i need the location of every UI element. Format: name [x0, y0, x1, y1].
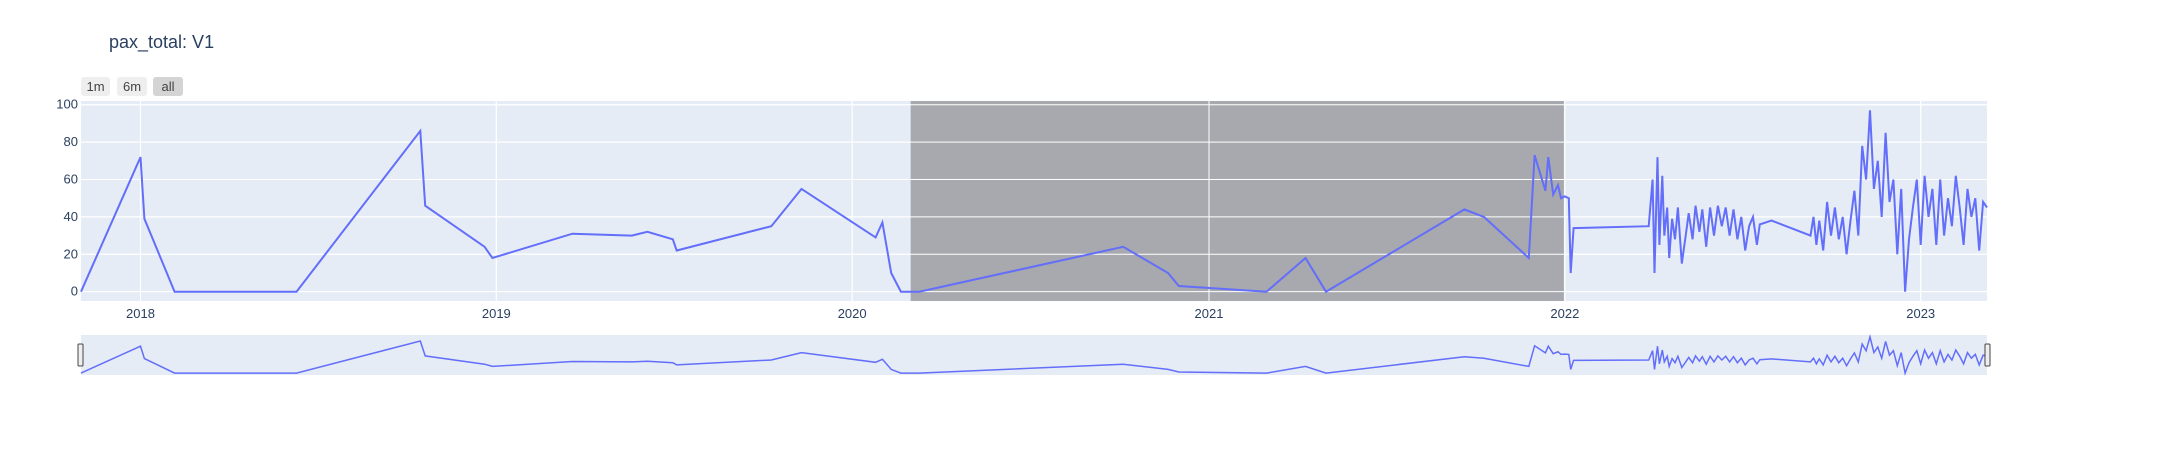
- x-tick-label: 2020: [838, 306, 867, 321]
- y-tick-label: 0: [71, 284, 78, 299]
- y-tick-label: 40: [64, 209, 78, 224]
- highlight-region: [910, 101, 1564, 301]
- range-slider-line: [80, 333, 1988, 376]
- x-tick-label: 2022: [1550, 306, 1579, 321]
- x-tick-label: 2018: [126, 306, 155, 321]
- y-tick-labels: 0 20 40 60 80 100: [56, 97, 78, 299]
- range-button-all[interactable]: all: [153, 77, 183, 96]
- range-button-6m[interactable]: 6m: [117, 77, 147, 96]
- y-gridlines-overlay: [81, 104, 1987, 293]
- range-button-1m[interactable]: 1m: [81, 77, 110, 96]
- range-slider-left-handle[interactable]: [77, 343, 84, 367]
- series-line: [80, 110, 1988, 294]
- x-tick-label: 2019: [482, 306, 511, 321]
- range-slider-right-handle[interactable]: [1984, 343, 1991, 367]
- y-tick-label: 100: [56, 97, 78, 112]
- x-tick-label: 2021: [1195, 306, 1224, 321]
- y-tick-label: 60: [64, 172, 78, 187]
- y-tick-label: 80: [64, 134, 78, 149]
- x-tick-labels: 2018 2019 2020 2021 2022 2023: [126, 306, 1935, 321]
- chart-title: pax_total: V1: [109, 32, 215, 52]
- y-tick-label: 20: [64, 246, 78, 261]
- x-tick-label: 2023: [1906, 306, 1935, 321]
- x-gridlines-overlay: [139, 101, 1922, 301]
